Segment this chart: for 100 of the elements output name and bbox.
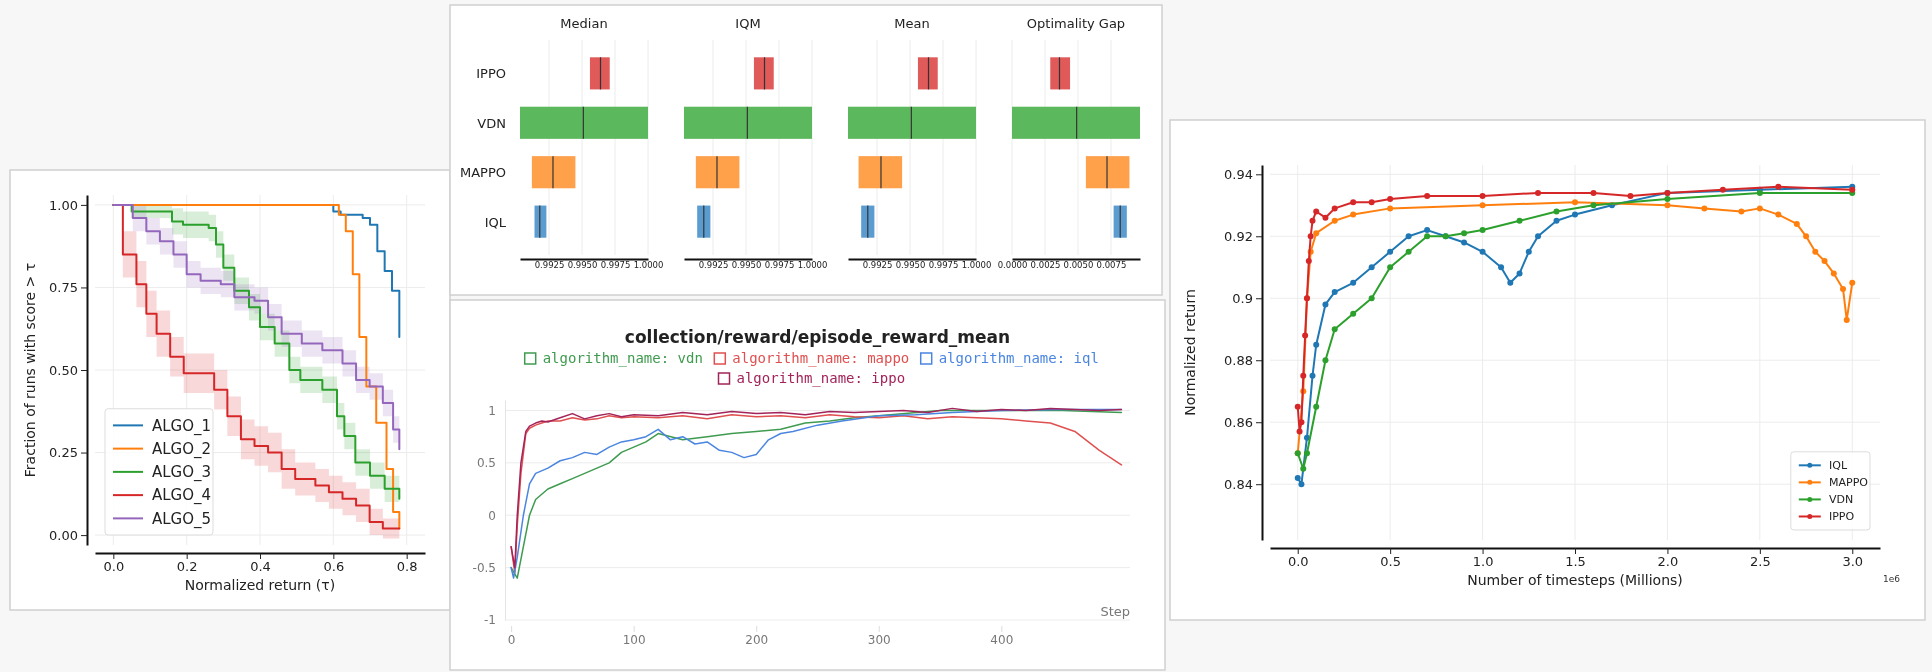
point [1296, 428, 1303, 435]
point [1507, 279, 1514, 286]
x-tick-label: 0.9950 [567, 260, 598, 271]
point [1322, 301, 1329, 308]
point [1627, 192, 1634, 199]
point [1313, 208, 1320, 215]
point [1331, 326, 1338, 333]
y-tick-label: MAPPO [459, 165, 506, 181]
y-tick-label: VDN [477, 115, 506, 131]
point [1479, 227, 1486, 234]
point [1302, 332, 1309, 339]
point [1387, 248, 1394, 255]
y-tick-label: -0.5 [472, 560, 496, 575]
y-tick-label: 0.5 [476, 456, 496, 471]
point [1516, 270, 1523, 277]
point [1498, 264, 1505, 271]
point [1368, 199, 1375, 206]
x-tick-label: 1.0000 [797, 260, 828, 271]
x-tick-label: 2.5 [1750, 554, 1771, 570]
point [1313, 230, 1320, 237]
x-tick-label: 1.0 [1472, 554, 1494, 570]
x-tick-label: 0.4 [250, 559, 271, 575]
point [1738, 208, 1745, 215]
point [1298, 419, 1305, 426]
point [1525, 248, 1532, 255]
point [1305, 258, 1312, 265]
x-tick-label: 400 [990, 632, 1014, 647]
chart-title: Median [560, 16, 608, 31]
legend-label: IPPO [1829, 510, 1855, 524]
y-tick-label: 0.50 [49, 362, 78, 378]
legend-label: algorithm_name: vdn [542, 350, 703, 367]
point [1303, 450, 1310, 457]
x-tick-label: 0.9925 [862, 260, 893, 271]
point [1590, 189, 1597, 196]
x-tick-label: 0.9975 [764, 260, 795, 271]
point [1300, 372, 1307, 379]
point [1535, 189, 1542, 196]
point [1368, 295, 1375, 302]
point [1843, 316, 1850, 323]
point [1830, 270, 1837, 277]
x-tick-label: 0.8 [396, 559, 418, 575]
y-tick-label: 0 [488, 508, 496, 523]
y-tick-label: IQL [484, 214, 507, 230]
legend-label: ALGO_4 [152, 486, 212, 506]
point [1793, 220, 1800, 227]
point [1775, 183, 1782, 190]
point [1572, 199, 1578, 206]
point [1313, 403, 1320, 410]
point [1300, 465, 1307, 472]
point [1719, 186, 1726, 193]
point [1424, 227, 1431, 234]
point [1387, 264, 1394, 271]
point [1331, 205, 1338, 212]
point [1775, 211, 1782, 218]
point [1405, 248, 1412, 255]
point [1331, 217, 1338, 224]
point [1405, 233, 1412, 240]
x-tick-label: 0 [507, 632, 516, 647]
legend-label: ALGO_2 [152, 439, 212, 459]
x-tick-label: 0.6 [323, 559, 345, 575]
x-tick-label: 0.9925 [534, 260, 565, 271]
point [1479, 192, 1486, 199]
text: 1e6 [1883, 574, 1901, 584]
point [1516, 217, 1523, 224]
y-axis-title: Normalized return [1182, 289, 1198, 416]
point [1840, 285, 1847, 292]
x-axis-title: Number of timesteps (Millions) [1467, 572, 1683, 588]
point [1368, 264, 1375, 271]
x-tick-label: 2.0 [1657, 554, 1679, 570]
point [1701, 205, 1708, 212]
x-tick-label: 300 [867, 632, 891, 647]
point [1479, 202, 1486, 209]
point [1461, 239, 1468, 246]
point [1553, 208, 1560, 215]
point [1664, 202, 1671, 209]
y-tick-label: 0.9 [1232, 290, 1253, 306]
legend-label: algorithm_name: ippo [736, 370, 906, 387]
point [1309, 372, 1316, 379]
point [1350, 211, 1357, 218]
y-tick-label: 0.84 [1224, 476, 1253, 492]
x-tick-label: 200 [745, 632, 769, 647]
y-tick-label: 0.88 [1224, 352, 1253, 368]
y-tick-label: 0.25 [49, 445, 78, 461]
chart-title: collection/reward/episode_reward_mean [624, 327, 1011, 347]
legend-label: IQL [1829, 459, 1848, 473]
point [1322, 214, 1329, 221]
point [1803, 233, 1810, 240]
x-axis-title: Normalized return (τ) [184, 577, 336, 593]
point [1303, 434, 1310, 441]
point [1590, 202, 1597, 209]
x-tick-label: 0.9950 [731, 260, 762, 271]
x-tick-label: 0.2 [176, 559, 198, 575]
x-tick-label: 0.9975 [600, 260, 631, 271]
point [1812, 248, 1819, 255]
y-axis-title: Fraction of runs with score > τ [22, 262, 38, 478]
point [1821, 258, 1828, 265]
x-tick-label: 3.0 [1842, 554, 1864, 570]
y-tick-label: 0.92 [1224, 228, 1253, 244]
point [1553, 217, 1560, 224]
point [1535, 233, 1542, 240]
